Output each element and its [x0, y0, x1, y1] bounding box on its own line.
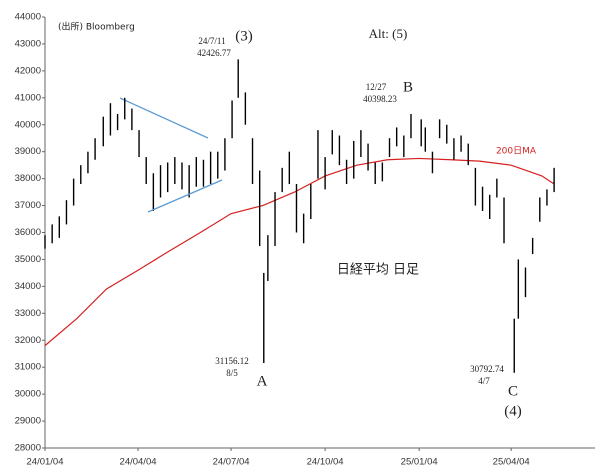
x-tick-label: 25/04/04	[493, 457, 530, 468]
y-tick-label: 43000	[15, 38, 41, 49]
y-tick-label: 39000	[15, 146, 41, 157]
annotation: 24/7/11	[198, 36, 225, 46]
y-tick-label: 32000	[15, 335, 41, 346]
x-tick-label: 24/10/04	[307, 457, 344, 468]
annotation: (3)	[235, 28, 253, 44]
y-tick-label: 28000	[15, 443, 41, 454]
annotation: 31156.12	[215, 356, 248, 366]
annotation: A	[257, 373, 268, 389]
ma-line	[44, 157, 555, 347]
y-tick-label: 35000	[15, 254, 41, 265]
x-tick-label: 25/01/04	[401, 457, 438, 468]
annotation: 30792.74	[470, 364, 504, 374]
annotation: 日経平均 日足	[337, 263, 419, 278]
ma-label: 200日MA	[496, 146, 537, 157]
annotation: 4/7	[478, 376, 490, 386]
x-tick-label: 24/04/04	[120, 457, 157, 468]
annotation: (4)	[504, 403, 522, 419]
x-tick-label: 24/01/04	[27, 457, 64, 468]
y-tick-label: 41000	[15, 92, 41, 103]
y-tick-label: 33000	[15, 308, 41, 319]
y-tick-label: 30000	[15, 389, 41, 400]
y-tick-label: 36000	[15, 227, 41, 238]
annotation: 8/5	[226, 368, 238, 378]
y-tick-label: 37000	[15, 200, 41, 211]
annotation: C	[508, 383, 518, 399]
source: (出所) Bloomberg	[58, 21, 135, 33]
y-tick-label: 40000	[15, 119, 41, 130]
y-tick-label: 31000	[15, 362, 41, 373]
annotation: 42426.77	[197, 48, 231, 58]
y-tick-label: 42000	[15, 65, 41, 76]
y-tick-label: 34000	[15, 281, 41, 292]
annotation: 12/27	[366, 82, 387, 92]
annotation: B	[403, 79, 413, 95]
y-tick-label: 38000	[15, 173, 41, 184]
trendline	[147, 179, 223, 213]
x-tick-label: 24/07/04	[213, 457, 250, 468]
annotation: 40398.23	[363, 94, 397, 104]
trendline	[119, 97, 209, 139]
annotation: Alt: (5)	[369, 26, 408, 41]
y-tick-label: 29000	[15, 416, 41, 427]
y-tick-label: 44000	[15, 12, 41, 23]
